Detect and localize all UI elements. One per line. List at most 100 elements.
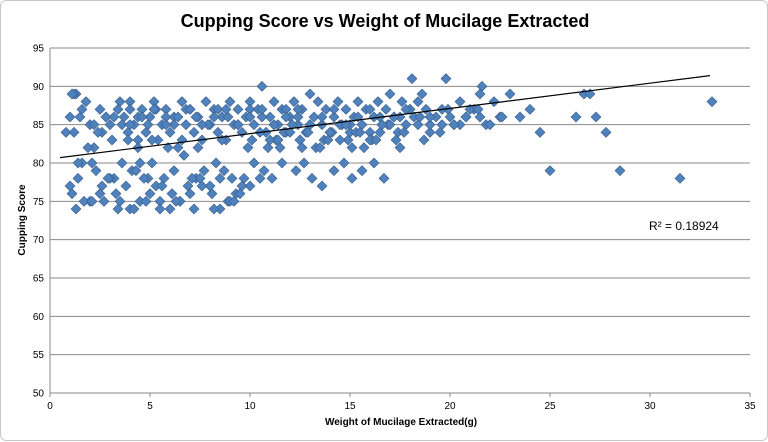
- gridlines: [50, 47, 750, 394]
- data-point: [256, 80, 268, 92]
- data-point: [232, 119, 244, 131]
- data-point: [96, 180, 108, 192]
- data-point: [208, 111, 220, 123]
- y-tick-label: 70: [33, 235, 45, 246]
- data-point: [304, 88, 316, 100]
- data-point: [328, 111, 340, 123]
- data-point: [128, 203, 140, 215]
- data-point: [112, 203, 124, 215]
- data-point: [416, 88, 428, 100]
- data-point: [340, 103, 352, 115]
- data-point: [76, 103, 88, 115]
- data-point: [398, 126, 410, 138]
- data-point: [274, 142, 286, 154]
- y-axis-label: Cupping Score: [17, 184, 28, 256]
- data-point: [82, 142, 94, 154]
- data-point: [140, 195, 152, 207]
- data-point: [170, 195, 182, 207]
- data-point: [384, 119, 396, 131]
- data-point: [296, 142, 308, 154]
- data-point: [342, 134, 354, 146]
- data-point: [314, 142, 326, 154]
- data-point: [190, 111, 202, 123]
- data-point: [390, 134, 402, 146]
- data-point: [308, 111, 320, 123]
- data-point: [238, 172, 250, 184]
- data-point: [244, 180, 256, 192]
- data-point: [346, 172, 358, 184]
- data-point: [372, 96, 384, 108]
- data-point: [524, 103, 536, 115]
- data-point: [166, 188, 178, 200]
- data-point: [60, 126, 72, 138]
- data-point: [66, 188, 78, 200]
- data-point: [64, 180, 76, 192]
- x-tick-label: 0: [47, 401, 53, 412]
- data-point: [188, 126, 200, 138]
- data-point: [328, 165, 340, 177]
- data-point: [304, 119, 316, 131]
- data-point: [396, 96, 408, 108]
- data-point: [394, 142, 406, 154]
- data-point: [444, 111, 456, 123]
- data-point: [424, 111, 436, 123]
- y-tick-label: 95: [33, 44, 45, 55]
- data-point: [98, 195, 110, 207]
- data-point: [534, 126, 546, 138]
- data-point: [380, 103, 392, 115]
- data-point: [254, 172, 266, 184]
- data-point: [140, 126, 152, 138]
- y-tick-label: 85: [33, 120, 45, 131]
- data-point: [228, 195, 240, 207]
- data-point: [248, 157, 260, 169]
- data-point: [192, 142, 204, 154]
- data-point: [284, 126, 296, 138]
- data-point: [184, 188, 196, 200]
- data-point: [354, 126, 366, 138]
- y-tick-label: 60: [33, 312, 45, 323]
- data-point: [206, 188, 218, 200]
- x-tick-label: 10: [244, 401, 256, 412]
- data-point: [168, 165, 180, 177]
- r-squared-annotation: R² = 0.18924: [649, 219, 719, 233]
- data-point: [316, 180, 328, 192]
- data-point: [64, 111, 76, 123]
- data-point: [146, 134, 158, 146]
- data-point: [262, 142, 274, 154]
- data-point: [364, 103, 376, 115]
- data-point: [400, 119, 412, 131]
- data-point: [70, 203, 82, 215]
- y-tick-label: 75: [33, 197, 45, 208]
- data-point: [234, 188, 246, 200]
- data-point: [188, 203, 200, 215]
- x-tick-label: 5: [147, 401, 153, 412]
- data-point: [276, 157, 288, 169]
- data-point: [280, 111, 292, 123]
- data-point: [258, 165, 270, 177]
- data-point: [268, 96, 280, 108]
- data-point: [406, 73, 418, 85]
- data-point: [514, 111, 526, 123]
- data-point: [136, 111, 148, 123]
- x-tick-label: 30: [644, 401, 656, 412]
- data-point: [242, 142, 254, 154]
- data-point: [434, 126, 446, 138]
- data-point: [180, 119, 192, 131]
- data-point: [460, 111, 472, 123]
- data-points: [60, 73, 718, 215]
- data-point: [210, 157, 222, 169]
- data-point: [104, 119, 116, 131]
- data-point: [138, 172, 150, 184]
- y-tick-label: 90: [33, 82, 45, 93]
- data-point: [292, 111, 304, 123]
- trendline-group: [59, 75, 711, 159]
- data-point: [162, 142, 174, 154]
- data-point: [156, 180, 168, 192]
- y-tick-label: 80: [33, 159, 45, 170]
- data-point: [424, 119, 436, 131]
- data-point: [256, 111, 268, 123]
- data-point: [100, 111, 112, 123]
- data-point: [374, 126, 386, 138]
- data-point: [484, 119, 496, 131]
